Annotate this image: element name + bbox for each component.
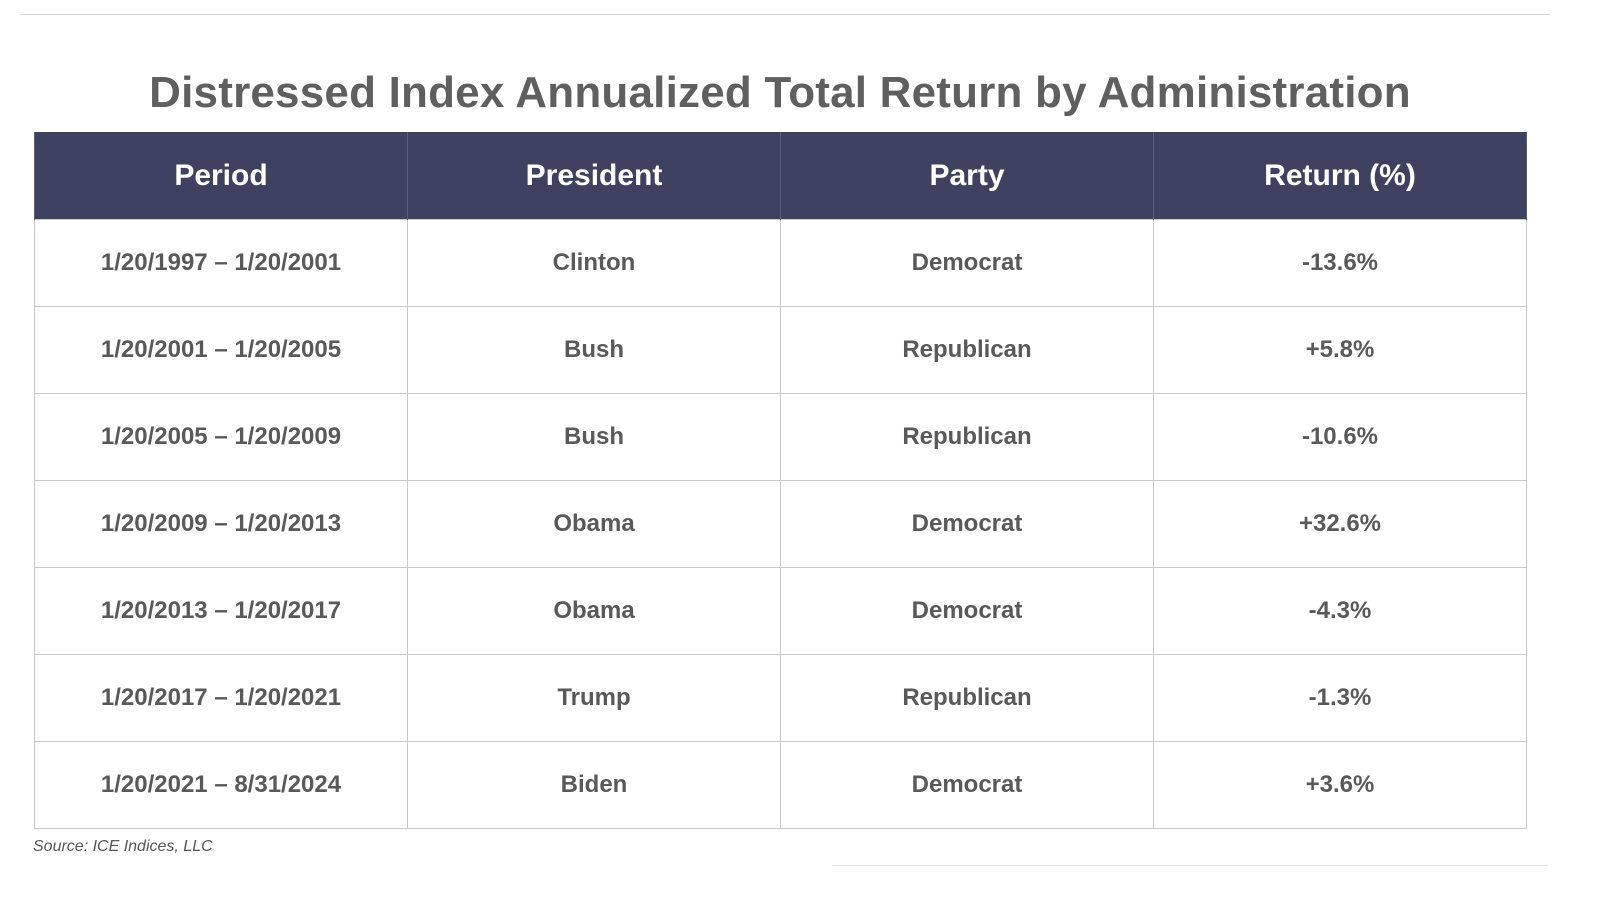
column-header-return: Return (%) xyxy=(1153,132,1527,220)
party-cell: Democrat xyxy=(780,480,1154,568)
bottom-divider xyxy=(832,865,1548,866)
president-cell: Obama xyxy=(407,567,781,655)
president-cell: Bush xyxy=(407,306,781,394)
column-header-period: Period xyxy=(34,132,408,220)
party-cell: Democrat xyxy=(780,219,1154,307)
party-cell: Republican xyxy=(780,306,1154,394)
table-title: Distressed Index Annualized Total Return… xyxy=(149,68,1411,117)
period-cell: 1/20/2013 – 1/20/2017 xyxy=(34,567,408,655)
period-cell: 1/20/2021 – 8/31/2024 xyxy=(34,741,408,829)
return-cell: +5.8% xyxy=(1153,306,1527,394)
period-cell: 1/20/2005 – 1/20/2009 xyxy=(34,393,408,481)
top-divider xyxy=(20,14,1550,15)
president-cell: Bush xyxy=(407,393,781,481)
table-row: 1/20/2009 – 1/20/2013 Obama Democrat +32… xyxy=(34,480,1527,568)
header-row: Period President Party Return (%) xyxy=(34,132,1527,220)
party-cell: Republican xyxy=(780,654,1154,742)
return-cell: -4.3% xyxy=(1153,567,1527,655)
return-cell: -13.6% xyxy=(1153,219,1527,307)
period-cell: 1/20/2017 – 1/20/2021 xyxy=(34,654,408,742)
president-cell: Trump xyxy=(407,654,781,742)
period-cell: 1/20/2009 – 1/20/2013 xyxy=(34,480,408,568)
return-cell: +32.6% xyxy=(1153,480,1527,568)
period-cell: 1/20/1997 – 1/20/2001 xyxy=(34,219,408,307)
table-row: 1/20/1997 – 1/20/2001 Clinton Democrat -… xyxy=(34,219,1527,307)
table-row: 1/20/2001 – 1/20/2005 Bush Republican +5… xyxy=(34,306,1527,394)
source-note: Source: ICE Indices, LLC xyxy=(33,838,213,855)
column-header-party: Party xyxy=(780,132,1154,220)
president-cell: Biden xyxy=(407,741,781,829)
period-cell: 1/20/2001 – 1/20/2005 xyxy=(34,306,408,394)
table-row: 1/20/2021 – 8/31/2024 Biden Democrat +3.… xyxy=(34,741,1527,829)
party-cell: Democrat xyxy=(780,567,1154,655)
president-cell: Clinton xyxy=(407,219,781,307)
table-row: 1/20/2017 – 1/20/2021 Trump Republican -… xyxy=(34,654,1527,742)
column-header-president: President xyxy=(407,132,781,220)
president-cell: Obama xyxy=(407,480,781,568)
return-cell: -1.3% xyxy=(1153,654,1527,742)
table-row: 1/20/2013 – 1/20/2017 Obama Democrat -4.… xyxy=(34,567,1527,655)
returns-table: Period President Party Return (%) 1/20/1… xyxy=(34,132,1527,829)
party-cell: Democrat xyxy=(780,741,1154,829)
party-cell: Republican xyxy=(780,393,1154,481)
return-cell: -10.6% xyxy=(1153,393,1527,481)
table-row: 1/20/2005 – 1/20/2009 Bush Republican -1… xyxy=(34,393,1527,481)
return-cell: +3.6% xyxy=(1153,741,1527,829)
